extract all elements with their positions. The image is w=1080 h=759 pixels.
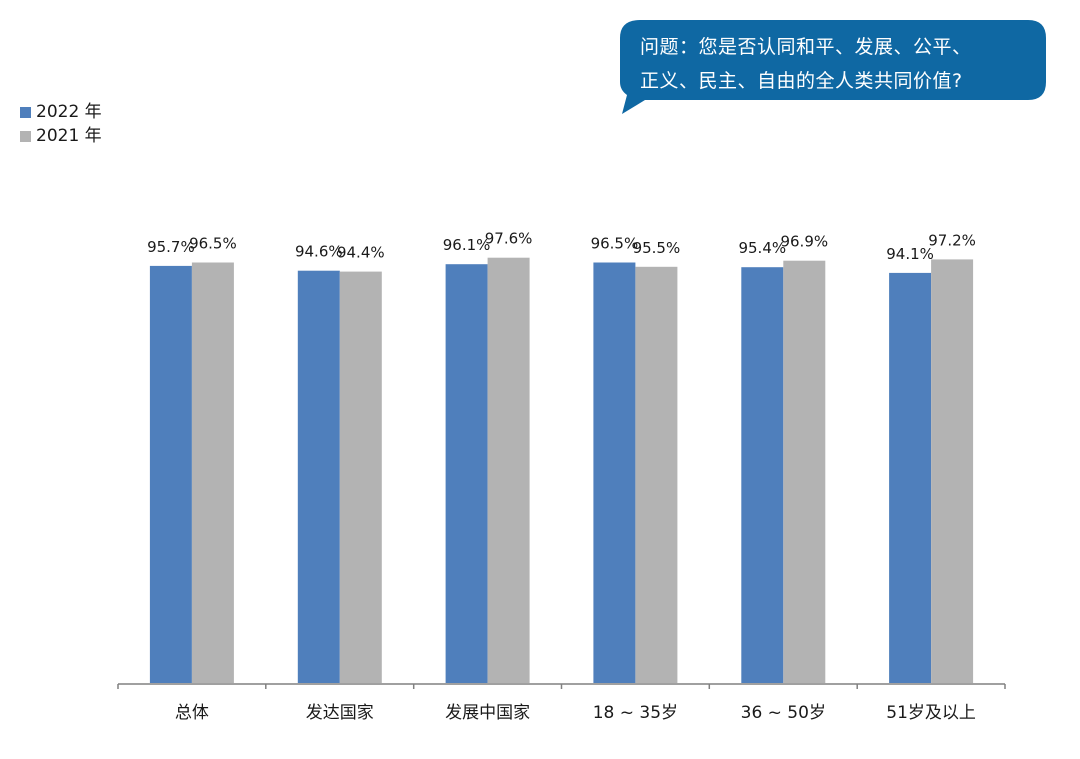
- legend-item-2022: 2022 年: [20, 100, 102, 124]
- value-label-2021-5: 97.2%: [928, 231, 976, 249]
- category-label-5: 51岁及以上: [886, 703, 976, 723]
- value-label-2021-4: 96.9%: [780, 233, 828, 251]
- question-line-2: 正义、民主、自由的全人类共同价值?: [640, 70, 963, 92]
- bar-2021-2: [487, 257, 530, 683]
- value-label-2022-0: 95.7%: [147, 238, 195, 256]
- legend-item-2021: 2021 年: [20, 124, 102, 148]
- bar-2021-0: [191, 262, 234, 683]
- value-label-2021-0: 96.5%: [189, 235, 237, 253]
- bar-2022-5: [889, 272, 932, 683]
- value-label-2022-5: 94.1%: [886, 245, 934, 263]
- bar-2022-3: [593, 262, 636, 683]
- value-label-2021-1: 94.4%: [337, 244, 385, 262]
- bar-2021-4: [783, 260, 826, 683]
- bar-2021-5: [931, 259, 974, 683]
- bars-group: [149, 257, 974, 683]
- bar-2022-4: [741, 267, 784, 683]
- legend-label-2022: 2022 年: [36, 102, 102, 122]
- bar-2022-2: [445, 264, 488, 683]
- category-label-0: 总体: [175, 703, 209, 723]
- value-label-2021-2: 97.6%: [485, 230, 533, 248]
- value-label-2022-3: 96.5%: [591, 235, 639, 253]
- legend-swatch-2022: [20, 106, 31, 118]
- legend: 2022 年 2021 年: [20, 100, 102, 148]
- question-bubble: [620, 20, 1046, 114]
- value-label-2022-1: 94.6%: [295, 243, 343, 261]
- category-label-4: 36 ~ 50岁: [741, 703, 826, 723]
- question-line-1: 问题：您是否认同和平、发展、公平、: [640, 36, 972, 58]
- value-label-2022-4: 95.4%: [738, 239, 786, 257]
- category-label-2: 发展中国家: [445, 703, 530, 723]
- category-label-3: 18 ~ 35岁: [593, 703, 678, 723]
- category-label-1: 发达国家: [306, 703, 374, 723]
- legend-swatch-2021: [20, 130, 31, 142]
- bar-2022-0: [149, 265, 192, 683]
- question-text: 问题：您是否认同和平、发展、公平、 正义、民主、自由的全人类共同价值?: [640, 30, 1030, 98]
- bar-2021-1: [339, 271, 382, 683]
- value-label-2021-3: 95.5%: [633, 239, 681, 257]
- x-axis: [117, 683, 1006, 689]
- bar-2021-3: [635, 266, 678, 683]
- value-labels-group: 95.7%96.5% 94.6%94.4% 96.1%97.6% 96.5%95.5%…: [147, 230, 976, 263]
- legend-label-2021: 2021 年: [36, 126, 102, 146]
- bar-2022-1: [297, 270, 340, 683]
- value-label-2022-2: 96.1%: [443, 236, 491, 254]
- category-labels-group: 总体 发达国家 发展中国家 18 ~ 35岁 36 ~ 50岁 51岁及以上: [175, 703, 976, 723]
